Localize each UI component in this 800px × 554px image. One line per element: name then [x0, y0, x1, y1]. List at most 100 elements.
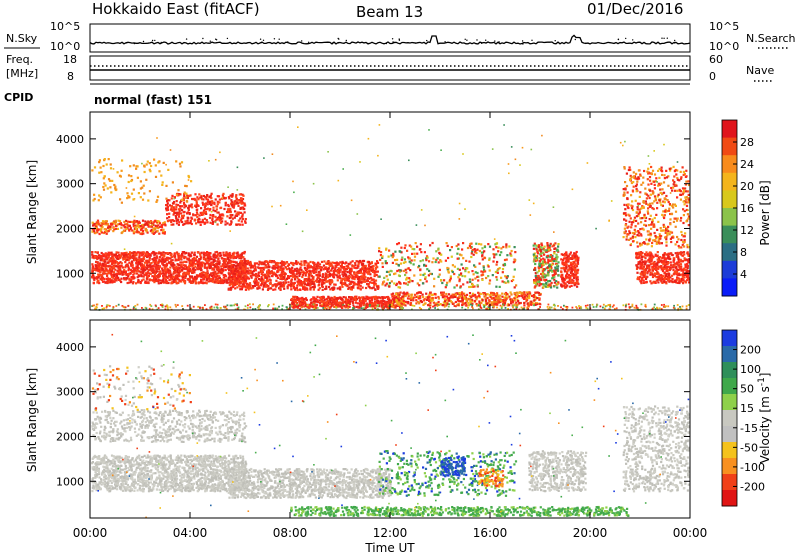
- data-cell: [192, 269, 195, 272]
- data-cell: [226, 222, 229, 225]
- data-cell: [95, 267, 98, 270]
- data-cell: [172, 263, 175, 266]
- data-cell: [91, 228, 94, 231]
- data-cell: [186, 219, 189, 222]
- data-cell: [175, 222, 179, 225]
- data-cell: [210, 274, 213, 277]
- data-cell: [106, 187, 109, 190]
- data-cell: [105, 257, 108, 260]
- data-cell: [273, 267, 277, 270]
- data-cell: [135, 252, 138, 255]
- data-cell: [448, 280, 451, 283]
- data-cell: [383, 276, 386, 279]
- data-cell: [103, 280, 106, 283]
- data-cell: [162, 161, 165, 164]
- data-cell: [202, 211, 205, 214]
- data-cell: [195, 202, 198, 205]
- data-cell: [240, 215, 243, 218]
- data-cell: [450, 294, 453, 297]
- data-cell: [189, 267, 192, 270]
- data-cell: [390, 254, 393, 257]
- data-cell: [182, 276, 185, 279]
- data-cell: [218, 268, 221, 272]
- data-cell: [422, 299, 426, 302]
- data-cell: [102, 262, 105, 265]
- data-cell: [317, 275, 320, 278]
- data-cell: [400, 251, 403, 254]
- data-cell: [471, 298, 474, 301]
- data-cell: [488, 245, 492, 248]
- data-cell: [283, 287, 286, 290]
- data-cell: [194, 268, 197, 271]
- data-cell: [331, 273, 334, 276]
- data-cell: [519, 301, 522, 305]
- data-cell: [348, 300, 351, 303]
- data-cell: [157, 276, 160, 279]
- data-cell: [253, 262, 256, 265]
- data-cell: [234, 267, 237, 271]
- data-cell: [453, 286, 456, 289]
- data-cell: [537, 296, 540, 300]
- data-cell: [438, 268, 441, 271]
- data-cell: [474, 265, 477, 268]
- data-cell: [174, 266, 177, 270]
- data-cell: [148, 278, 152, 281]
- data-cell: [129, 226, 132, 229]
- data-cell: [293, 268, 296, 271]
- data-cell: [175, 213, 179, 216]
- data-cell: [98, 171, 101, 174]
- data-cell: [170, 197, 173, 200]
- data-cell: [418, 264, 421, 268]
- data-cell: [234, 287, 237, 290]
- data-cell: [156, 199, 159, 202]
- data-cell: [328, 272, 332, 275]
- data-cell: [441, 296, 444, 299]
- noise-search-dot: [301, 40, 303, 42]
- data-cell: [373, 300, 377, 303]
- data-cell: [157, 282, 160, 285]
- data-cell: [243, 207, 246, 211]
- data-cell: [347, 301, 350, 304]
- data-cell: [421, 259, 424, 262]
- data-cell: [388, 298, 391, 302]
- data-cell: [224, 223, 227, 226]
- data-cell: [311, 266, 314, 269]
- data-cell: [508, 304, 511, 307]
- data-cell: [416, 292, 419, 295]
- data-cell: [187, 222, 190, 225]
- data-cell: [140, 251, 143, 255]
- data-cell: [107, 272, 110, 275]
- data-cell: [182, 223, 185, 226]
- data-cell: [462, 242, 465, 245]
- data-cell: [239, 288, 242, 291]
- data-cell: [216, 262, 219, 265]
- data-cell: [366, 283, 369, 286]
- data-cell: [214, 251, 217, 254]
- data-cell: [448, 297, 451, 300]
- data-cell: [289, 284, 292, 287]
- data-cell: [230, 269, 233, 272]
- data-cell: [225, 259, 228, 262]
- data-cell: [214, 210, 217, 213]
- data-cell: [102, 253, 105, 256]
- data-cell: [113, 183, 116, 187]
- data-cell: [151, 230, 154, 233]
- data-cell: [187, 266, 190, 269]
- data-cell: [175, 208, 178, 211]
- data-cell: [213, 274, 216, 278]
- data-cell: [106, 230, 109, 233]
- data-cell: [267, 263, 270, 266]
- data-cell: [136, 165, 139, 168]
- data-cell: [179, 261, 182, 264]
- data-cell: [317, 300, 320, 304]
- data-cell: [128, 220, 132, 223]
- data-cell: [239, 285, 242, 288]
- data-cell: [359, 259, 362, 263]
- data-cell: [170, 223, 173, 226]
- data-cell: [96, 219, 100, 222]
- data-cell: [145, 253, 148, 256]
- data-cell: [105, 268, 108, 271]
- data-cell: [471, 278, 474, 281]
- data-cell: [478, 294, 481, 297]
- data-cell: [97, 199, 100, 202]
